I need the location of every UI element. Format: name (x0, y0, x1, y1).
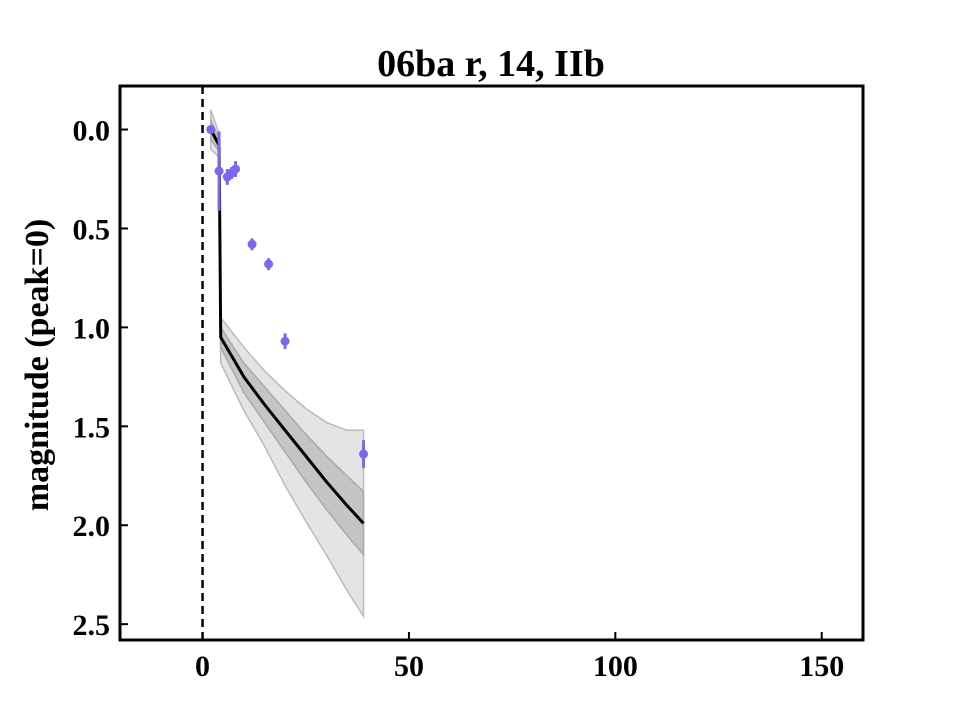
plot-area (201, 86, 369, 640)
y-tick-label: 1.0 (73, 312, 111, 345)
chart-title: 06ba r, 14, IIb (377, 43, 605, 85)
y-tick-label: 2.0 (73, 510, 111, 543)
y-tick-label: 0.5 (73, 213, 111, 246)
data-point (247, 239, 257, 249)
x-tick-label: 150 (799, 650, 844, 683)
y-tick-label: 2.5 (73, 609, 111, 642)
data-point (359, 449, 369, 459)
data-point (264, 259, 274, 269)
y-axis-label: magnitude (peak=0) (19, 219, 56, 511)
x-tick-label: 50 (394, 650, 424, 683)
axis-ticks: 0 50 100 150 0.0 0.5 1.0 1.5 2.0 2.5 (73, 115, 845, 683)
data-point (214, 166, 224, 176)
x-tick-label: 0 (195, 650, 210, 683)
model-band-1sigma (210, 119, 365, 557)
data-point (206, 125, 216, 135)
data-point (280, 336, 290, 346)
x-tick-label: 100 (593, 650, 638, 683)
data-point (231, 164, 241, 174)
y-tick-label: 1.5 (73, 411, 111, 444)
y-tick-label: 0.0 (73, 115, 111, 148)
plot-frame (118, 84, 865, 642)
